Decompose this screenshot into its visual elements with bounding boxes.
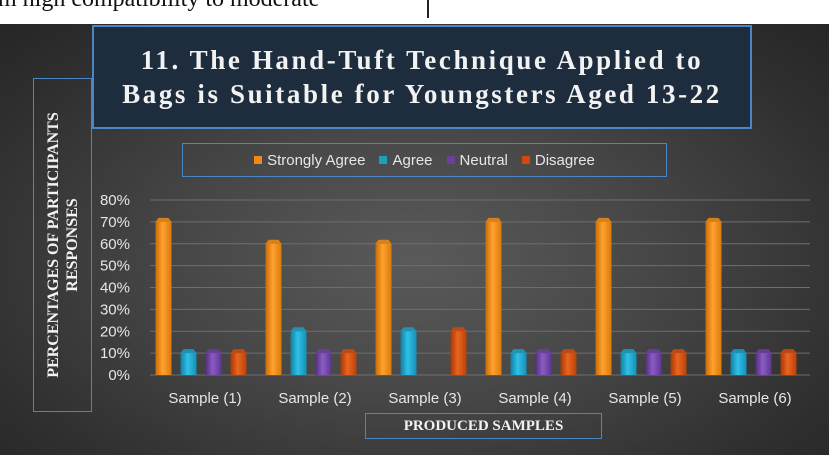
x-tick-label: Sample (2): [278, 390, 351, 407]
bar-cap-neutral: [755, 349, 772, 354]
bar-disagree: [780, 353, 797, 375]
legend-label-neutral: Neutral: [459, 151, 508, 169]
bar-cap-strongly_agree: [155, 217, 172, 222]
bar-cap-agree: [180, 349, 197, 354]
bar-strongly_agree: [595, 221, 612, 375]
bar-cap-disagree: [560, 349, 577, 354]
legend-swatch-disagree: [521, 156, 530, 164]
x-tick-label: Sample (1): [168, 390, 241, 407]
chart-legend: Strongly Agree Agree Neutral Disagree: [182, 143, 667, 177]
legend-swatch-neutral: [446, 156, 455, 164]
bar-cap-neutral: [315, 349, 332, 354]
y-tick-labels: 0% 10% 20% 30% 40% 50% 60% 70% 80%: [100, 192, 130, 384]
bar-cap-strongly_agree: [705, 217, 722, 222]
x-tick-label: Sample (6): [718, 390, 791, 407]
y-tick-label: 70%: [100, 214, 130, 231]
bars: [155, 217, 797, 375]
legend-item-strongly-agree: Strongly Agree: [254, 152, 365, 169]
bar-agree: [180, 353, 197, 375]
document-text-fragment: m high compatibility to moderate: [0, 0, 319, 13]
gridlines: [150, 199, 810, 376]
x-tick-labels: Sample (1) Sample (2) Sample (3) Sample (4)…: [168, 390, 791, 407]
bar-cap-agree: [620, 349, 637, 354]
bar-agree: [730, 353, 747, 375]
bar-cap-agree: [290, 327, 307, 332]
legend-label-strongly-agree: Strongly Agree: [267, 151, 366, 169]
bar-cap-neutral: [645, 349, 662, 354]
legend-label-agree: Agree: [392, 151, 433, 169]
x-tick-label: Sample (5): [608, 390, 681, 407]
bar-disagree: [340, 353, 357, 375]
bar-cap-disagree: [780, 349, 797, 354]
legend-label-disagree: Disagree: [534, 151, 595, 169]
legend-swatch-agree: [379, 156, 388, 164]
y-tick-label: 10%: [100, 345, 130, 362]
bar-neutral: [645, 353, 662, 375]
bar-strongly_agree: [155, 221, 172, 375]
bar-disagree: [670, 353, 687, 375]
chart-title: 11. The Hand-Tuft Technique Applied to B…: [122, 45, 722, 109]
bar-neutral: [535, 353, 552, 375]
bar-cap-agree: [730, 349, 747, 354]
y-tick-label: 0%: [108, 367, 130, 384]
bar-cap-agree: [400, 327, 417, 332]
bar-cap-disagree: [670, 349, 687, 354]
bar-cap-agree: [510, 349, 527, 354]
bar-cap-strongly_agree: [595, 217, 612, 222]
legend-item-disagree: Disagree: [521, 151, 595, 169]
bar-agree: [510, 353, 527, 375]
bar-agree: [290, 331, 307, 375]
legend-item-neutral: Neutral: [446, 151, 508, 169]
chart-title-box: 11. The Hand-Tuft Technique Applied to B…: [92, 25, 752, 129]
bar-cap-strongly_agree: [375, 239, 392, 244]
bar-disagree: [560, 353, 577, 375]
bar-neutral: [755, 353, 772, 375]
y-tick-label: 50%: [100, 258, 130, 275]
y-axis-label-box: PERCENTAGES OF PARTICIPANTS RESPONSES: [33, 78, 92, 412]
x-axis-label-box: PRODUCED SAMPLES: [365, 413, 602, 439]
x-axis-label: PRODUCED SAMPLES: [403, 417, 564, 434]
bar-cap-neutral: [205, 349, 222, 354]
bar-agree: [400, 331, 417, 375]
legend-item-agree: Agree: [379, 151, 433, 169]
bar-strongly_agree: [375, 243, 392, 375]
text-cursor-rule: [427, 0, 429, 18]
x-tick-label: Sample (3): [388, 390, 461, 407]
y-tick-label: 60%: [100, 236, 130, 253]
bar-cap-strongly_agree: [265, 239, 282, 244]
bar-cap-disagree: [230, 349, 247, 354]
bar-cap-neutral: [535, 349, 552, 354]
x-tick-label: Sample (4): [498, 390, 571, 407]
bar-cap-strongly_agree: [485, 217, 502, 222]
bar-neutral: [315, 353, 332, 375]
y-tick-label: 40%: [100, 280, 130, 297]
bar-disagree: [450, 331, 467, 375]
bar-disagree: [230, 353, 247, 375]
bar-strongly_agree: [265, 243, 282, 375]
document-text-strip: m high compatibility to moderate: [0, 0, 829, 24]
bar-cap-disagree: [450, 327, 467, 332]
y-tick-label: 20%: [100, 323, 130, 340]
y-tick-label: 80%: [100, 192, 130, 209]
legend-swatch-strongly-agree: [254, 156, 263, 164]
bar-strongly_agree: [485, 221, 502, 375]
bar-agree: [620, 353, 637, 375]
bar-strongly_agree: [705, 221, 722, 375]
bar-neutral: [205, 353, 222, 375]
y-tick-label: 30%: [100, 301, 130, 318]
bar-cap-disagree: [340, 349, 357, 354]
